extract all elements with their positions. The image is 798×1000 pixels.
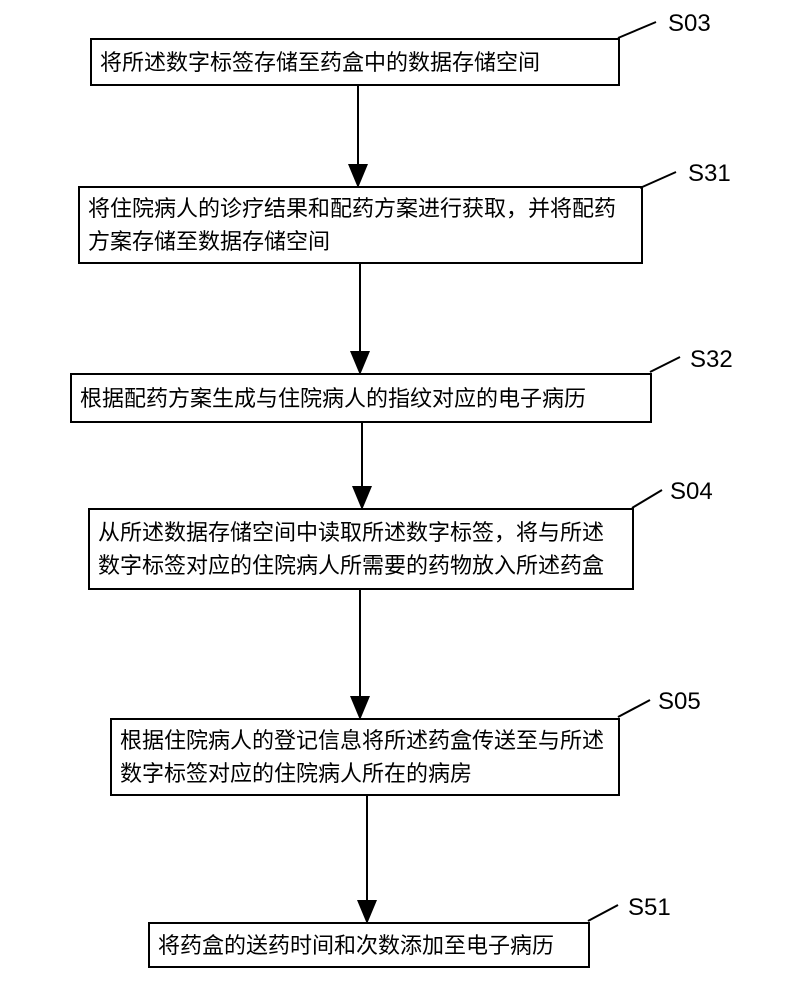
flow-node-s51: 将药盒的送药时间和次数添加至电子病历: [148, 922, 590, 968]
label-leader: [618, 22, 656, 38]
label-text: S05: [658, 688, 701, 715]
label-text: S31: [688, 160, 731, 187]
flow-label-s04: S04: [670, 478, 713, 506]
label-text: S03: [668, 10, 711, 37]
flow-node-text: 根据住院病人的登记信息将所述药盒传送至与所述数字标签对应的住院病人所在的病房: [120, 724, 610, 790]
label-leader: [618, 700, 650, 717]
flow-node-text: 从所述数据存储空间中读取所述数字标签，将与所述数字标签对应的住院病人所需要的药物…: [98, 516, 624, 582]
flow-node-s32: 根据配药方案生成与住院病人的指纹对应的电子病历: [70, 373, 652, 423]
label-leader: [588, 905, 618, 921]
flow-node-s05: 根据住院病人的登记信息将所述药盒传送至与所述数字标签对应的住院病人所在的病房: [110, 718, 620, 796]
label-text: S32: [690, 346, 733, 373]
flow-label-s32: S32: [690, 346, 733, 374]
flow-node-s03: 将所述数字标签存储至药盒中的数据存储空间: [90, 38, 620, 86]
label-text: S51: [628, 894, 671, 921]
label-leader: [650, 357, 680, 372]
flow-label-s51: S51: [628, 894, 671, 922]
label-leader: [640, 172, 676, 188]
label-text: S04: [670, 478, 713, 505]
flow-label-s05: S05: [658, 688, 701, 716]
flow-node-text: 将住院病人的诊疗结果和配药方案进行获取，并将配药方案存储至数据存储空间: [88, 192, 633, 258]
flow-label-s31: S31: [688, 160, 731, 188]
flow-node-text: 将药盒的送药时间和次数添加至电子病历: [158, 929, 554, 962]
flow-node-text: 将所述数字标签存储至药盒中的数据存储空间: [100, 46, 540, 79]
flow-node-text: 根据配药方案生成与住院病人的指纹对应的电子病历: [80, 382, 586, 415]
flowchart-canvas: 将所述数字标签存储至药盒中的数据存储空间 将住院病人的诊疗结果和配药方案进行获取…: [0, 0, 798, 1000]
flow-node-s31: 将住院病人的诊疗结果和配药方案进行获取，并将配药方案存储至数据存储空间: [78, 186, 643, 264]
flow-node-s04: 从所述数据存储空间中读取所述数字标签，将与所述数字标签对应的住院病人所需要的药物…: [88, 508, 634, 590]
label-leader: [632, 490, 662, 508]
flow-label-s03: S03: [668, 10, 711, 38]
